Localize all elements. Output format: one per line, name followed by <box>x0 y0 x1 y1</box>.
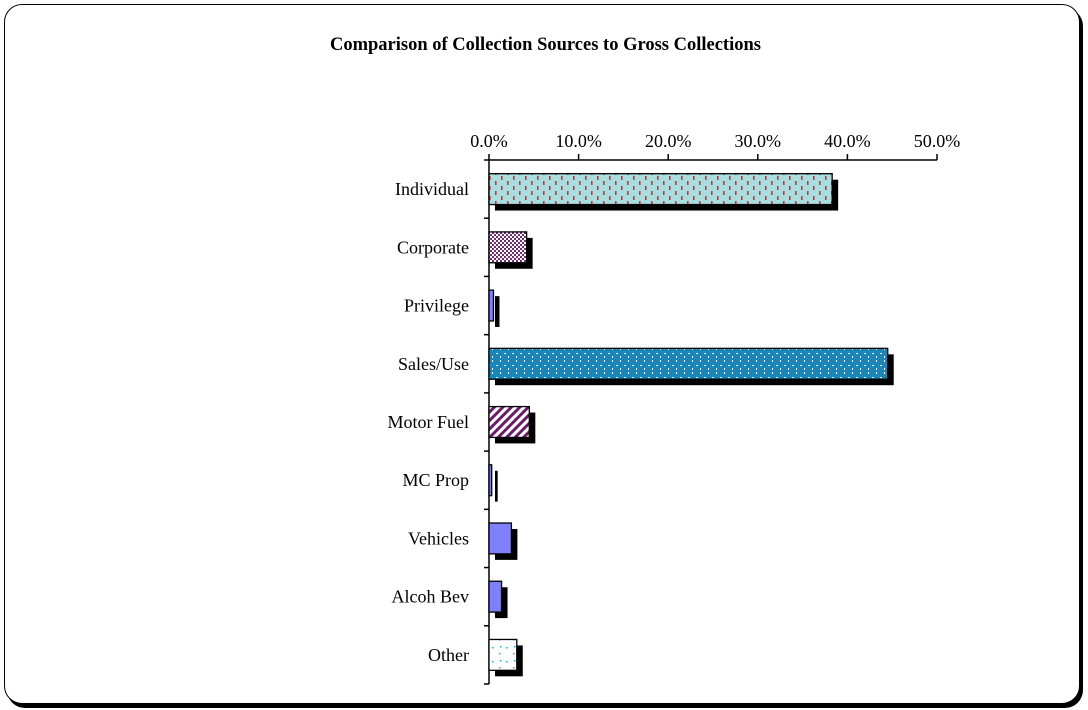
bar-privilege <box>488 289 495 322</box>
x-tick-label: 30.0% <box>735 131 782 151</box>
bar-vehicles <box>488 522 513 555</box>
bar-motor-fuel <box>488 405 530 439</box>
bar-other <box>488 638 518 671</box>
bar-alcoh-bev <box>488 580 503 613</box>
category-label: Individual <box>395 179 469 199</box>
category-label: Privilege <box>404 296 469 316</box>
x-tick-label: 0.0% <box>470 131 508 151</box>
x-tick-label: 40.0% <box>824 131 871 151</box>
category-label: Other <box>428 645 469 665</box>
bar-sales-use <box>488 347 889 380</box>
category-label: MC Prop <box>402 470 469 490</box>
bar-shadow <box>495 470 498 502</box>
x-tick-label: 50.0% <box>914 131 961 151</box>
bar-mc-prop <box>488 464 493 497</box>
chart-title: Comparison of Collection Sources to Gros… <box>330 35 761 55</box>
category-label: Corporate <box>397 237 469 257</box>
bar-corporate <box>488 231 528 264</box>
category-label: Vehicles <box>408 528 469 548</box>
category-label: Alcoh Bev <box>392 587 469 607</box>
bar-shadow <box>495 296 500 327</box>
bar-individual <box>488 173 833 206</box>
category-label: Motor Fuel <box>387 412 469 432</box>
x-tick-label: 10.0% <box>555 131 602 151</box>
category-label: Sales/Use <box>398 354 469 374</box>
x-tick-label: 20.0% <box>645 131 692 151</box>
